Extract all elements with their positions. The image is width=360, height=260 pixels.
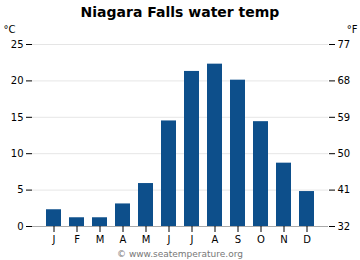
svg-text:N: N [280,234,287,245]
svg-text:20: 20 [11,75,24,86]
svg-text:15: 15 [11,112,24,123]
svg-text:J: J [52,234,56,245]
svg-text:A: A [212,234,219,245]
html-text:Niagara Falls water temp: Niagara Falls water temp [80,4,280,20]
svg-text:J: J [190,234,194,245]
svg-text:32: 32 [338,221,351,232]
svg-text:5: 5 [17,184,23,195]
svg-text:O: O [257,234,265,245]
html-text:© www.seatemperature.org: © www.seatemperature.org [117,249,243,259]
svg-text:S: S [235,234,241,245]
svg-text:0: 0 [17,221,23,232]
svg-text:M: M [96,234,105,245]
svg-text:D: D [303,234,311,245]
svg-text:A: A [120,234,127,245]
svg-text:25: 25 [11,39,24,50]
svg-text:°C: °C [4,24,16,35]
svg-text:M: M [142,234,151,245]
svg-text:10: 10 [11,148,24,159]
svg-text:J: J [167,234,171,245]
svg-text:59: 59 [338,112,351,123]
svg-text:77: 77 [338,39,351,50]
svg-text:41: 41 [338,184,351,195]
svg-text:°F: °F [347,24,358,35]
svg-text:68: 68 [338,75,351,86]
svg-text:F: F [74,234,80,245]
svg-text:50: 50 [338,148,351,159]
